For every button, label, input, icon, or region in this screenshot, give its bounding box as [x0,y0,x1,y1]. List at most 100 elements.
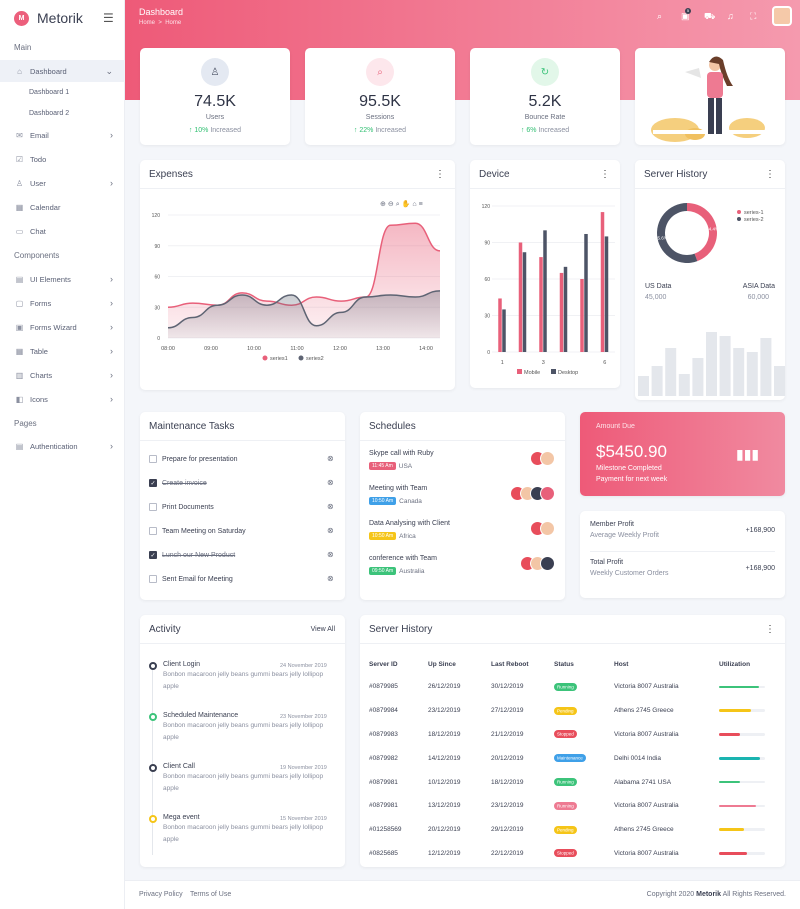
more-icon[interactable]: ⋮ [435,169,445,180]
remove-icon[interactable]: ⊗ [327,454,334,463]
task-item[interactable]: ✓ Create invoice [149,476,207,490]
terms-link[interactable]: Terms of Use [190,891,232,898]
sidebar-item-authentication[interactable]: ▤ Authentication › [15,441,113,451]
table-row[interactable]: #0879983 18/12/2019 21/12/2019 Stopped Victo… [369,723,769,747]
sidebar-item-table[interactable]: ▦ Table › [15,346,113,356]
more-icon[interactable]: ⋮ [765,169,775,180]
task-item[interactable]: Prepare for presentation [149,452,238,466]
table-row[interactable]: #0879985 26/12/2019 30/12/2019 Running Victo… [369,675,769,699]
sidebar-item-ui-elements[interactable]: ▤ UI Elements › [15,274,113,284]
chevron-right-icon: › [110,370,113,380]
legend-label: series-1 [744,210,764,216]
more-icon[interactable]: ⋮ [765,624,775,635]
cell-reboot: 27/12/2019 [491,707,524,715]
sidebar-item-chat[interactable]: ▭ Chat [15,226,46,236]
x-tick-label: 3 [542,360,545,366]
task-checkbox[interactable] [149,455,157,463]
schedule-title: Meeting with Team [369,485,428,492]
schedule-time: 11:45 Am [369,462,396,470]
task-checkbox[interactable]: ✓ [149,479,157,487]
task-checkbox[interactable]: ✓ [149,551,157,559]
remove-icon[interactable]: ⊗ [327,550,334,559]
table-row[interactable]: #0879984 23/12/2019 27/12/2019 Pending Athen… [369,699,769,723]
bar [665,348,677,396]
y-tick-label: 120 [482,204,491,210]
legend-marker [262,355,268,361]
avatar[interactable] [540,521,555,536]
illustration-card [635,48,785,145]
chevron-right-icon: › [110,130,113,140]
gift-icon[interactable]: ▣ 5 [681,8,691,21]
schedule-title: Skype call with Ruby [369,450,434,457]
cart-icon[interactable]: ⛟ [704,11,716,21]
utilization-bar [719,709,765,712]
schedule-meta: 10:50 Am Canada [369,497,422,505]
avatar[interactable] [772,6,792,26]
search-icon[interactable]: ⌕ [657,11,663,21]
utilization-bar [719,780,765,784]
status-badge: Running [554,801,577,810]
zoom-out-icon[interactable]: ⊖ [387,201,396,208]
avatar[interactable] [540,556,555,571]
table-row[interactable]: #0879981 13/12/2019 23/12/2019 Running Victo… [369,794,769,818]
remove-icon[interactable]: ⊗ [327,574,334,583]
remove-icon[interactable]: ⊗ [327,478,334,487]
avatar[interactable] [540,486,555,501]
bar-Desktop [522,252,527,352]
task-item[interactable]: Print Documents [149,500,214,514]
sidebar-item-charts[interactable]: ▥ Charts › [15,370,113,380]
card-title: Maintenance Tasks [149,421,235,432]
asia-data-value: 60,000 [747,294,769,301]
y-tick-label: 30 [484,314,490,320]
privacy-link[interactable]: Privacy Policy [139,891,183,898]
table-row[interactable]: #0879981 10/12/2019 18/12/2019 Running Alaba… [369,770,769,794]
fullscreen-icon[interactable]: ⛶ [750,11,757,21]
utilization-bar [719,804,765,808]
more-icon[interactable]: ⋮ [600,169,610,180]
sidebar-item-todo[interactable]: ☑ Todo [15,154,47,164]
table-row[interactable]: #01258569 20/12/2019 29/12/2019 Pending Athe… [369,818,769,842]
server-table: Server ID Up Since Last Reboot Status Host Ut… [369,653,769,865]
task-item[interactable]: ✓ Lunch our New Product [149,548,235,562]
sidebar-item-forms-wizard[interactable]: ▣ Forms Wizard › [15,322,113,332]
task-checkbox[interactable] [149,575,157,583]
avatar[interactable] [540,451,555,466]
zoom-in-icon[interactable]: ⊕ [380,201,388,208]
footer: Privacy Policy Terms of Use Copyright 20… [125,880,800,909]
remove-icon[interactable]: ⊗ [327,502,334,511]
task-item[interactable]: Sent Email for Meeting [149,572,233,586]
menu-toggle-icon[interactable]: ☰ [103,11,114,25]
reset-home-icon[interactable]: ⌂ [412,201,419,208]
legend-label: Desktop [558,370,578,376]
sidebar-item-dashboard[interactable]: ⌂ Dashboard ⌄ [0,60,125,82]
x-tick-label: 11:00 [290,346,303,352]
view-all-link[interactable]: View All [310,626,335,633]
task-label: Lunch our New Product [162,551,236,559]
cell-reboot: 29/12/2019 [491,826,524,834]
bar [760,338,772,396]
sidebar-sub-dashboard1[interactable]: Dashboard 1 [29,89,70,96]
remove-icon[interactable]: ⊗ [327,526,334,535]
home-icon: ⌂ [17,66,22,76]
zoom-icon[interactable]: ⌕ [395,201,402,208]
sidebar-item-user[interactable]: ♙ User › [15,178,113,188]
table-row[interactable]: #0879982 14/12/2019 20/12/2019 Maintenance D… [369,746,769,770]
schedule-place: USA [398,462,413,470]
task-checkbox[interactable] [149,527,157,535]
sidebar-item-calendar[interactable]: ▦ Calendar [15,202,61,212]
bell-icon[interactable]: ♫ [727,11,734,21]
menu-icon[interactable]: ≡ [418,201,425,208]
pan-icon[interactable]: ✋ [401,201,413,208]
logo[interactable]: M Metorik [0,0,124,36]
sidebar-item-icons[interactable]: ◧ Icons › [15,394,113,404]
task-item[interactable]: Team Meeting on Saturday [149,524,246,538]
breadcrumb-home[interactable]: Home [139,20,156,26]
chevron-right-icon: › [110,394,113,404]
line-series2 [167,290,441,329]
slice-label: 44.4% [706,226,719,231]
sidebar-item-email[interactable]: ✉ Email › [16,130,113,140]
sidebar-sub-dashboard2[interactable]: Dashboard 2 [29,110,70,117]
table-row[interactable]: #0825685 12/12/2019 22/12/2019 Stopped Victo… [369,842,769,866]
sidebar-item-forms[interactable]: ▢ Forms › [15,298,113,308]
task-checkbox[interactable] [149,503,157,511]
